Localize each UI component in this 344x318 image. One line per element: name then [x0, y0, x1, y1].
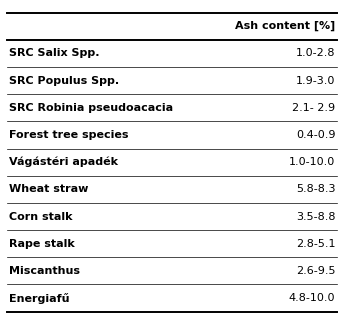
Text: SRC Populus Spp.: SRC Populus Spp.: [9, 76, 119, 86]
Text: SRC Salix Spp.: SRC Salix Spp.: [9, 48, 99, 59]
Text: 5.8-8.3: 5.8-8.3: [296, 184, 335, 194]
Text: Ash content [%]: Ash content [%]: [235, 21, 335, 31]
Text: Wheat straw: Wheat straw: [9, 184, 88, 194]
Text: 1.0-10.0: 1.0-10.0: [289, 157, 335, 167]
Text: Energiafű: Energiafű: [9, 293, 69, 304]
Text: 4.8-10.0: 4.8-10.0: [289, 293, 335, 303]
Text: 1.0-2.8: 1.0-2.8: [296, 48, 335, 59]
Text: 1.9-3.0: 1.9-3.0: [296, 76, 335, 86]
Text: 3.5-8.8: 3.5-8.8: [296, 211, 335, 222]
Text: Forest tree species: Forest tree species: [9, 130, 128, 140]
Text: 2.1- 2.9: 2.1- 2.9: [292, 103, 335, 113]
Text: Miscanthus: Miscanthus: [9, 266, 79, 276]
Text: 2.6-9.5: 2.6-9.5: [296, 266, 335, 276]
Text: 0.4-0.9: 0.4-0.9: [296, 130, 335, 140]
Text: 2.8-5.1: 2.8-5.1: [296, 239, 335, 249]
Text: SRC Robinia pseudoacacia: SRC Robinia pseudoacacia: [9, 103, 173, 113]
Text: Corn stalk: Corn stalk: [9, 211, 72, 222]
Text: Rape stalk: Rape stalk: [9, 239, 74, 249]
Text: Vágástéri apadék: Vágástéri apadék: [9, 157, 118, 168]
